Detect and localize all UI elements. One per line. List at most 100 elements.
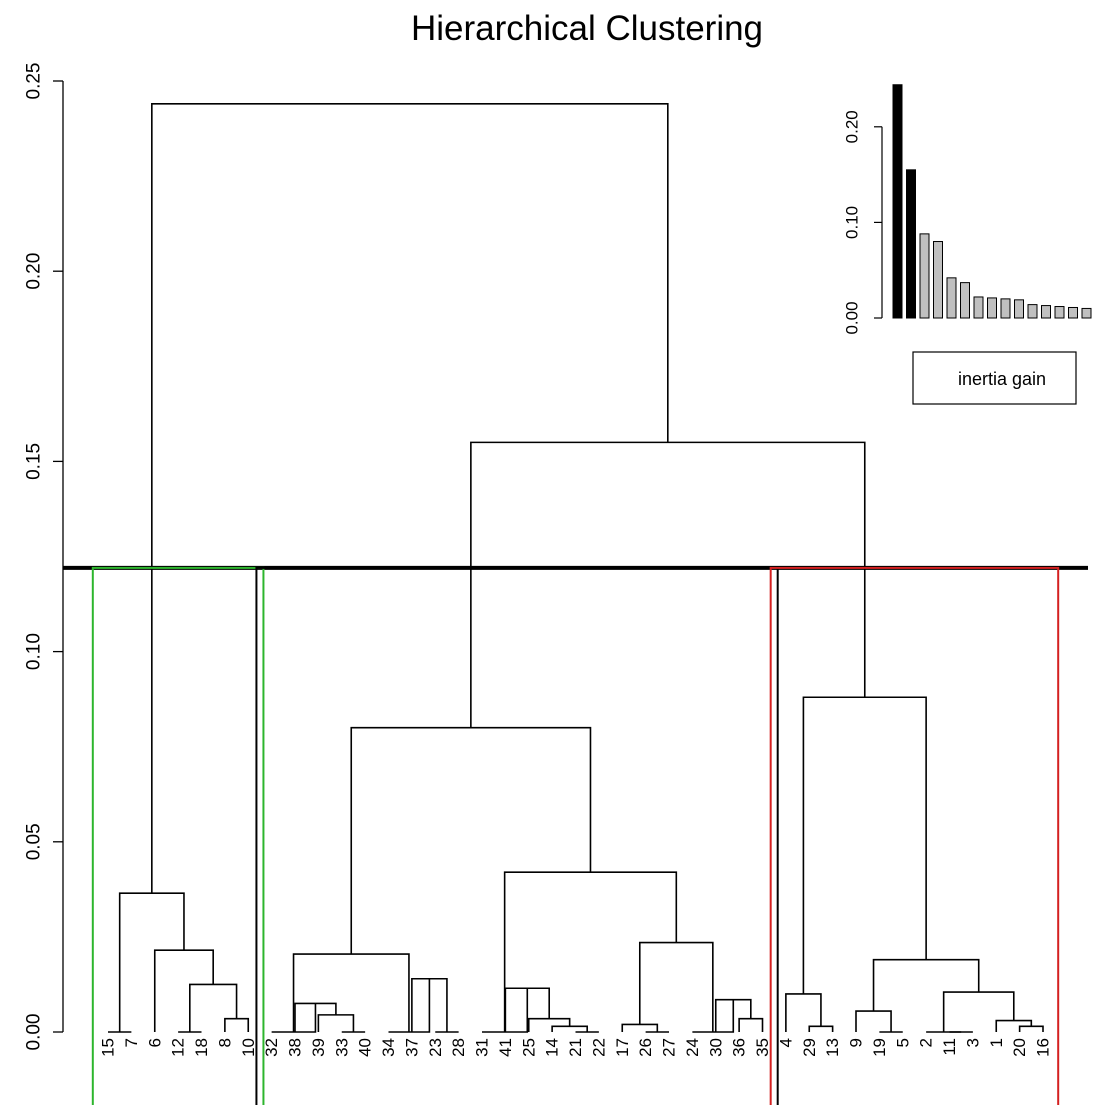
leaf-label: 29: [800, 1038, 819, 1057]
leaf-label: 19: [870, 1038, 889, 1057]
y-tick-label: 0.20: [24, 253, 45, 290]
cluster-box: [91, 566, 265, 1105]
dendrogram-link: [692, 999, 735, 1033]
inset-bar: [1081, 307, 1092, 319]
inset-y-axis: 0.00 0.10 0.20: [843, 110, 883, 335]
inset-y-tick-label: 0.20: [843, 110, 862, 143]
leaf-label: 37: [402, 1038, 421, 1057]
leaf-label: 11: [940, 1038, 959, 1056]
dendrogram-link: [350, 726, 592, 955]
leaf-label: 40: [356, 1038, 375, 1057]
chart-title: Hierarchical Clustering: [411, 9, 763, 48]
dendrogram-link: [1018, 1025, 1044, 1032]
leaf-label: 22: [589, 1038, 608, 1057]
leaf-label: 27: [660, 1038, 679, 1057]
dendrogram-link: [503, 871, 678, 1032]
inset-bar: [892, 84, 903, 319]
y-tick-label: 0.05: [24, 823, 45, 860]
leaf-label: 30: [706, 1038, 725, 1057]
leaf-label: 4: [776, 1038, 795, 1047]
leaf-label: 9: [847, 1038, 866, 1047]
dendrogram-link: [527, 1017, 571, 1032]
inset-bar: [1041, 305, 1051, 319]
dendrogram-link: [855, 1010, 892, 1032]
dendrogram-link: [388, 978, 431, 1033]
leaf-label: 32: [262, 1038, 281, 1057]
inset-bar: [946, 277, 957, 319]
cluster-box: [255, 566, 779, 1105]
dendrogram-link: [470, 441, 866, 728]
dendrogram-link: [271, 1003, 317, 1033]
leaf-label: 24: [683, 1038, 702, 1057]
cluster-box: [769, 566, 1060, 1105]
leaf-label: 12: [169, 1038, 188, 1057]
leaf-label: 14: [543, 1038, 562, 1057]
y-tick-label: 0.25: [24, 63, 45, 100]
dendrogram-link: [118, 892, 185, 1032]
inset-bar: [1014, 299, 1024, 319]
leaf-label: 3: [963, 1038, 982, 1047]
leaf-label: 31: [473, 1038, 492, 1057]
leaf-label: 13: [823, 1038, 842, 1057]
leaf-label: 23: [426, 1038, 445, 1057]
inset-bar: [987, 297, 997, 319]
leaf-label: 34: [379, 1038, 398, 1057]
inset-bar: [906, 169, 916, 319]
dendrogram-link: [808, 1025, 834, 1032]
leaf-label: 21: [566, 1038, 585, 1057]
leaf-label: 39: [309, 1038, 328, 1057]
dendrogram-link: [621, 1023, 659, 1032]
dendrogram-link: [482, 988, 529, 1033]
dendrogram-link: [551, 1025, 588, 1032]
dendrogram-link: [738, 1017, 764, 1032]
dendrogram-link: [638, 941, 714, 1032]
inset-bar: [1068, 306, 1078, 319]
leaf-label: 35: [753, 1038, 772, 1057]
leaf-label: 26: [636, 1038, 655, 1057]
leaf-label: 18: [192, 1038, 211, 1057]
leaf-label: 25: [519, 1038, 538, 1057]
dendrogram-link: [153, 949, 214, 1032]
legend-box: [912, 351, 1077, 405]
dendrogram-link: [872, 958, 980, 1012]
leaf-label: 1: [987, 1038, 1006, 1047]
inset-y-tick-label: 0.00: [843, 301, 862, 334]
inset-bar: [919, 233, 930, 319]
inset-bar: [973, 296, 984, 319]
inset-bar: [960, 282, 970, 319]
legend-label: inertia gain: [958, 369, 1046, 389]
y-axis: 0.00 0.05 0.10 0.15 0.20 0.25: [24, 63, 64, 1051]
inset-bar: [1027, 304, 1038, 319]
dendrogram-link: [292, 953, 410, 1032]
leaf-label: 6: [145, 1038, 164, 1047]
leaf-label: 38: [286, 1038, 305, 1057]
cluster-boxes: [91, 566, 1060, 1105]
leaf-label: 41: [496, 1038, 515, 1057]
dendrogram-link: [942, 991, 1015, 1032]
leaf-label: 33: [332, 1038, 351, 1057]
leaf-labels: 15 7 6 12 18 8 10 32 38 39 33 40 34 37 23 28 31 41 25 14 21 2…: [99, 1038, 1053, 1057]
leaf-label: 8: [215, 1038, 234, 1047]
leaf-label: 10: [239, 1038, 258, 1057]
dendrogram-link: [189, 983, 238, 1032]
dendrogram-link: [151, 103, 669, 894]
leaf-label: 15: [99, 1038, 118, 1057]
dendrogram-link: [317, 1014, 355, 1032]
inset-bar: [1000, 298, 1011, 319]
inset-y-tick-label: 0.10: [843, 206, 862, 239]
inset-bar: [933, 241, 943, 319]
dendrogram-link: [224, 1017, 250, 1032]
y-tick-label: 0.10: [24, 633, 45, 670]
inset-legend: inertia gain: [912, 351, 1077, 405]
y-tick-label: 0.15: [24, 443, 45, 480]
dendrogram-link: [802, 696, 927, 994]
leaf-label: 28: [449, 1038, 468, 1057]
y-tick-label: 0.00: [24, 1014, 45, 1051]
leaf-label: 20: [1010, 1038, 1029, 1057]
leaf-label: 5: [893, 1038, 912, 1047]
leaf-label: 2: [917, 1038, 936, 1047]
leaf-label: 7: [122, 1038, 141, 1047]
inset-bar: [1054, 306, 1065, 319]
leaf-label: 16: [1034, 1038, 1053, 1057]
